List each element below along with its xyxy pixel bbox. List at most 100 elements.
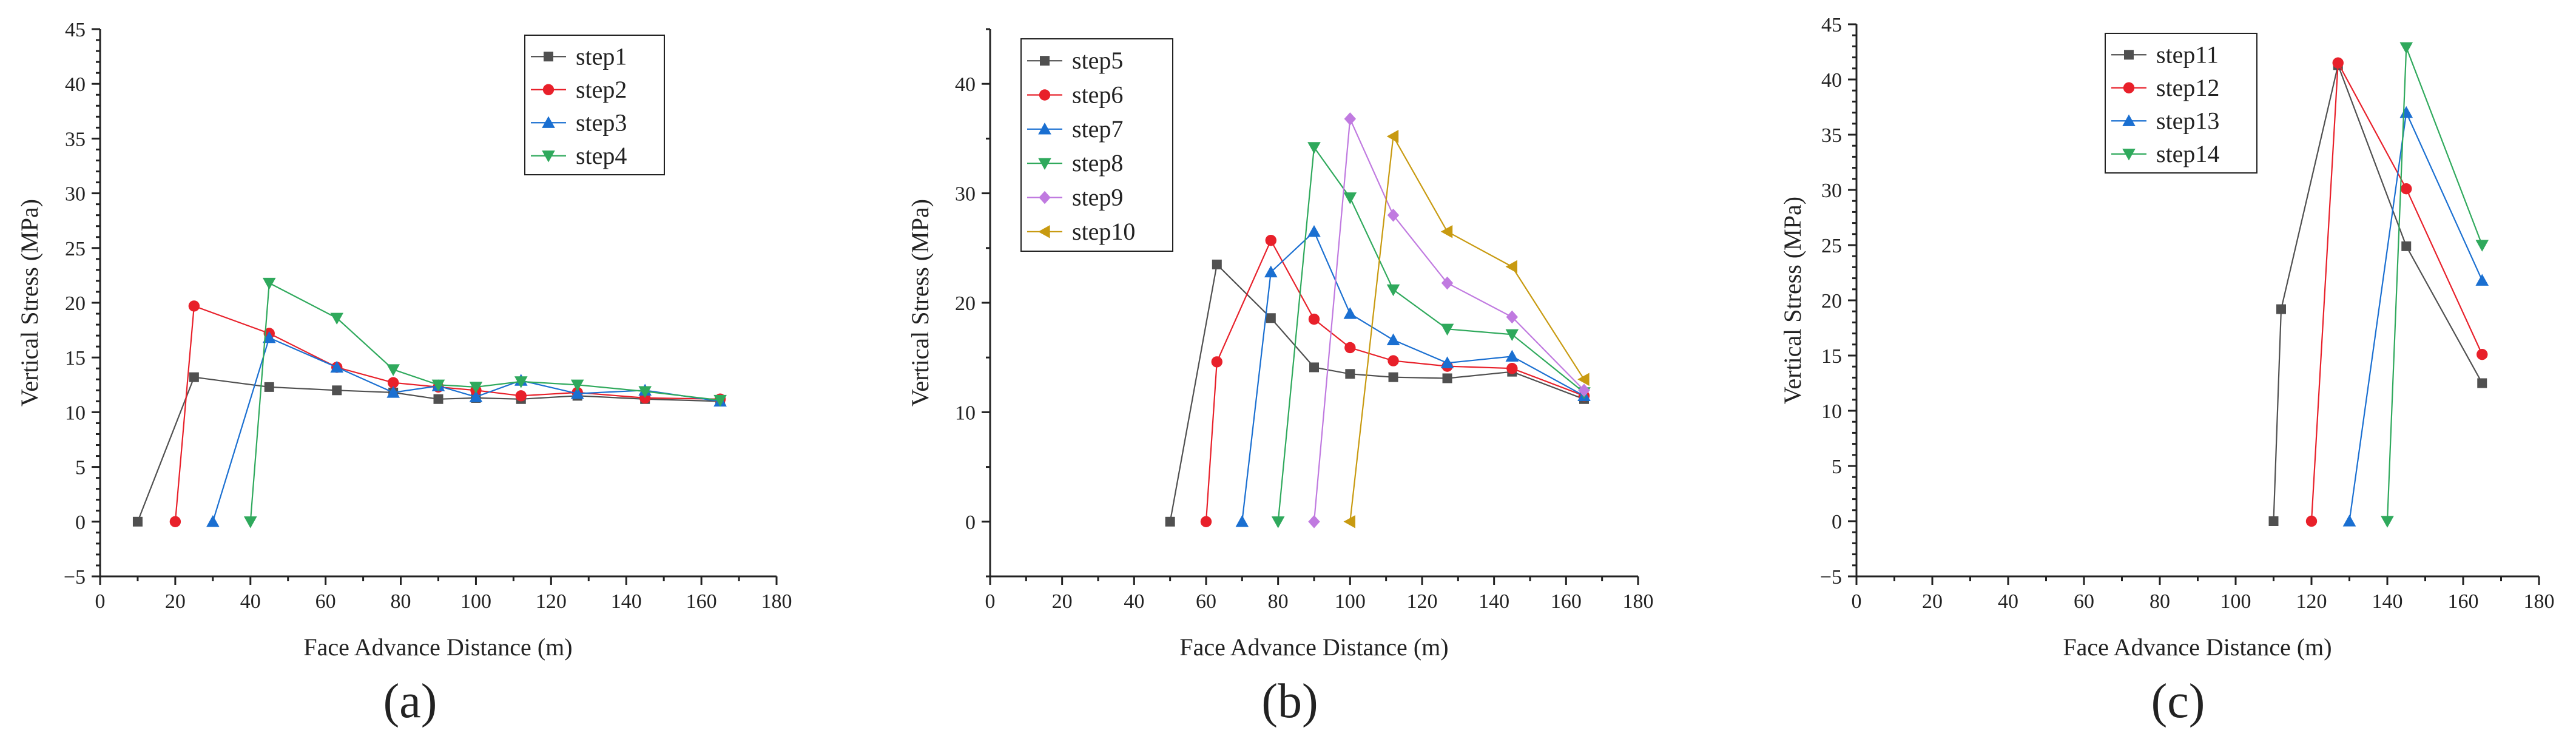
data-point-marker [1442, 373, 1452, 383]
data-point-marker [1264, 265, 1278, 278]
data-point-marker [1038, 123, 1051, 135]
series-step13 [2342, 106, 2489, 527]
y-tick-label: 20 [955, 292, 976, 315]
x-tick-label: 180 [2524, 590, 2555, 613]
y-axis-title: Vertical Stress (MPa) [906, 199, 934, 407]
y-tick-label: 30 [955, 183, 976, 206]
panel-label: (b) [1261, 675, 1318, 728]
legend-label: step1 [576, 42, 627, 70]
y-tick-label: 5 [75, 457, 86, 479]
legend-item-step7: step7 [1027, 115, 1123, 143]
data-point-marker [1345, 369, 1355, 379]
legend-label: step4 [576, 142, 627, 169]
data-point-marker [1506, 310, 1519, 324]
y-tick-label: 10 [1821, 400, 1842, 423]
data-point-marker [1343, 515, 1355, 528]
y-tick-label: 20 [65, 292, 86, 315]
x-tick-label: 160 [2448, 590, 2479, 613]
data-point-marker [332, 385, 342, 396]
y-tick-label: 10 [955, 402, 976, 424]
data-point-marker [542, 84, 555, 95]
data-point-marker [2122, 149, 2136, 161]
data-point-marker [169, 516, 181, 527]
data-point-marker [515, 390, 527, 402]
x-tick-label: 100 [2220, 590, 2251, 613]
data-point-marker [1386, 129, 1399, 143]
y-tick-label: 25 [65, 238, 86, 260]
y-tick-label: 40 [65, 73, 86, 96]
legend-item-step12: step12 [2111, 74, 2219, 101]
legend: step5 step6 step7 step8 step9 step10 [1020, 38, 1173, 252]
data-point-marker [206, 515, 220, 527]
data-point-marker [1211, 356, 1223, 368]
series-line-step3 [212, 337, 721, 522]
x-tick-label: 0 [1852, 590, 1862, 613]
y-tick-label: −5 [1820, 566, 1842, 589]
y-axis-title: Vertical Stress (MPa) [1779, 197, 1806, 404]
series-step3 [206, 331, 727, 527]
legend-item-step8: step8 [1027, 149, 1123, 177]
data-point-marker [544, 52, 553, 62]
data-point-marker [469, 382, 483, 394]
data-point-marker [1505, 260, 1517, 274]
data-point-marker [431, 379, 445, 392]
y-tick-label: 10 [65, 402, 86, 424]
legend-item-step14: step14 [2111, 140, 2219, 167]
legend-item-step5: step5 [1027, 47, 1123, 74]
x-tick-label: 80 [2149, 590, 2170, 613]
data-point-marker [243, 516, 257, 528]
series-step6 [1200, 234, 1590, 527]
data-point-marker [1388, 372, 1398, 382]
x-tick-label: 140 [611, 590, 642, 613]
x-tick-label: 100 [460, 590, 491, 613]
data-point-marker [1577, 373, 1590, 386]
data-point-marker [1386, 333, 1400, 345]
legend-label: step8 [1072, 149, 1123, 177]
series-step14 [2381, 42, 2489, 528]
y-tick-label: 35 [65, 128, 86, 150]
series-line-step5 [1169, 263, 1585, 522]
series-step8 [1271, 142, 1591, 528]
data-point-marker [570, 379, 584, 392]
series-line-step9 [1313, 116, 1585, 522]
legend-label: step3 [576, 109, 627, 136]
x-tick-label: 60 [315, 590, 336, 613]
y-tick-label: 35 [1821, 124, 1842, 147]
series-step10 [1343, 129, 1590, 528]
data-point-marker [1307, 224, 1321, 237]
data-point-marker [262, 331, 276, 343]
legend-label: step7 [1072, 115, 1123, 143]
data-point-marker [2381, 516, 2394, 528]
y-tick-label: 30 [1821, 180, 1842, 202]
series-line-step12 [2310, 60, 2483, 522]
x-tick-label: 180 [761, 590, 792, 613]
legend-item-step11: step11 [2111, 41, 2219, 68]
data-point-marker [2399, 42, 2413, 55]
x-axis-title: Face Advance Distance (m) [2063, 633, 2332, 661]
legend-label: step12 [2156, 74, 2219, 101]
x-tick-label: 80 [1268, 590, 1289, 613]
data-point-marker [2332, 57, 2344, 69]
legend-item-step10: step10 [1027, 218, 1135, 245]
x-tick-label: 120 [536, 590, 567, 613]
y-tick-label: 0 [965, 511, 976, 534]
x-axis-title: Face Advance Distance (m) [1179, 633, 1448, 661]
x-tick-label: 20 [1052, 590, 1073, 613]
data-point-marker [570, 386, 584, 399]
legend: step11 step12 step13 step14 [2105, 33, 2257, 174]
y-tick-label: 30 [65, 183, 86, 206]
data-point-marker [469, 390, 483, 402]
y-tick-label: 40 [1821, 69, 1842, 92]
data-point-marker [262, 277, 276, 290]
data-point-marker [2268, 516, 2279, 526]
series-step9 [1308, 112, 1590, 528]
x-tick-label: 180 [1623, 590, 1654, 613]
series-line-step13 [2348, 110, 2483, 522]
data-point-marker [1387, 208, 1400, 222]
x-tick-label: 160 [686, 590, 717, 613]
series-step5 [1165, 259, 1589, 527]
data-point-marker [1308, 515, 1320, 528]
data-point-marker [2276, 304, 2286, 314]
y-tick-label: 20 [1821, 290, 1842, 312]
data-point-marker [330, 312, 344, 325]
